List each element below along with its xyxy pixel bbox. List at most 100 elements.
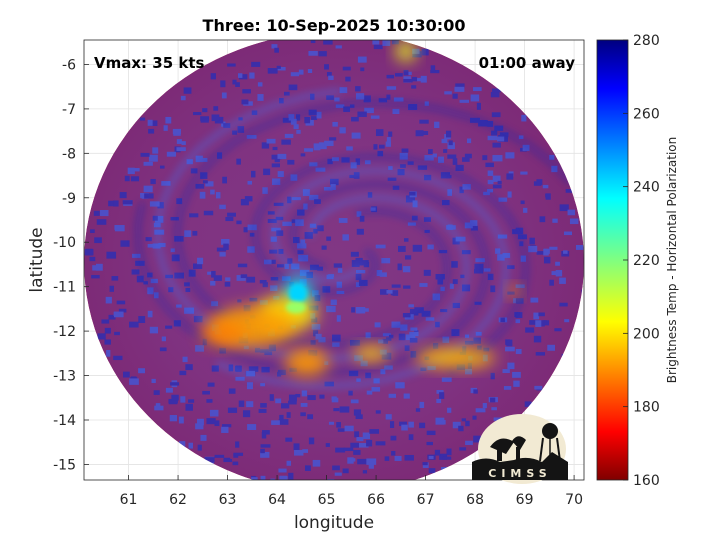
swath-pixel (148, 128, 155, 134)
swath-pixel (543, 256, 551, 264)
swath-pixel (391, 450, 396, 456)
swath-pixel (150, 278, 158, 284)
x-tick-label: 66 (367, 492, 385, 508)
swath-pixel (288, 400, 297, 405)
swath-pixel (555, 270, 563, 277)
swath-pixel (387, 177, 397, 181)
swath-pixel (329, 137, 337, 141)
swath-pixel (357, 111, 367, 117)
swath-pixel (492, 175, 501, 182)
swath-pixel (227, 63, 236, 67)
swath-pixel (492, 155, 503, 162)
swath-pixel (485, 162, 494, 168)
x-tick-label: 67 (417, 492, 435, 508)
swath-pixel (533, 312, 540, 320)
swath-pixel (332, 121, 338, 127)
swath-pixel (308, 50, 318, 56)
swath-pixel (529, 237, 535, 245)
swath-pixel (473, 87, 482, 92)
swath-pixel (394, 73, 403, 77)
swath-pixel (386, 74, 395, 79)
swath-pixel (549, 154, 555, 160)
swath-pixel (339, 406, 350, 413)
swath-pixel (405, 195, 416, 203)
swath-pixel (286, 412, 291, 418)
swath-pixel (158, 242, 166, 248)
x-tick-label: 68 (466, 492, 484, 508)
swath-pixel (419, 401, 425, 409)
swath-pixel (113, 355, 123, 361)
swath-pixel (184, 282, 190, 287)
swath-pixel (381, 257, 391, 264)
swath-pixel (492, 184, 502, 189)
swath-pixel (271, 259, 276, 264)
swath-pixel (297, 243, 307, 249)
swath-pixel (144, 193, 154, 199)
swath-pixel (364, 107, 374, 114)
microwave-swath-image (84, 40, 584, 480)
swath-pixel (502, 369, 510, 374)
swath-pixel (422, 131, 429, 135)
swath-pixel (260, 448, 265, 454)
swath-pixel (487, 170, 494, 176)
swath-pixel (422, 462, 429, 468)
convective-core (288, 283, 307, 304)
swath-pixel (525, 327, 535, 333)
swath-pixel (551, 271, 558, 276)
swath-pixel (106, 251, 117, 259)
swath-pixel (221, 92, 227, 99)
swath-pixel (490, 285, 496, 293)
swath-pixel (462, 184, 471, 190)
swath-pixel (325, 443, 330, 447)
swath-pixel (274, 158, 280, 163)
swath-pixel (350, 251, 359, 257)
swath-pixel (380, 289, 389, 295)
swath-pixel (238, 73, 243, 78)
swath-pixel (272, 146, 278, 151)
swath-pixel (97, 333, 106, 340)
y-tick-label: -13 (53, 369, 76, 385)
swath-pixel (295, 393, 301, 398)
swath-pixel (171, 254, 180, 262)
swath-pixel (487, 179, 494, 185)
swath-pixel (174, 272, 184, 279)
swath-pixel (104, 327, 111, 334)
swath-pixel (261, 432, 267, 439)
swath-pixel (195, 183, 205, 189)
swath-pixel (412, 244, 423, 252)
swath-pixel (246, 382, 253, 390)
swath-pixel (277, 66, 286, 71)
swath-pixel (515, 319, 521, 324)
swath-pixel (421, 48, 429, 56)
swath-pixel (314, 295, 321, 302)
swath-pixel (497, 234, 508, 239)
swath-pixel (447, 189, 453, 196)
swath-pixel (445, 130, 452, 138)
swath-pixel (247, 180, 253, 185)
swath-pixel (331, 396, 337, 401)
swath-pixel (439, 392, 445, 399)
swath-pixel (282, 221, 292, 227)
swath-pixel (176, 198, 183, 205)
swath-pixel (440, 172, 451, 179)
swath-pixel (304, 465, 311, 471)
colorbar-tick-label: 200 (633, 326, 660, 342)
swath-pixel (153, 390, 160, 395)
swath-pixel (154, 405, 164, 411)
swath-pixel (559, 302, 568, 307)
swath-pixel (403, 393, 410, 399)
swath-pixel (355, 414, 363, 420)
swath-pixel (151, 378, 156, 384)
swath-pixel (318, 142, 327, 150)
swath-pixel (438, 420, 446, 425)
swath-pixel (444, 91, 452, 95)
swath-pixel (296, 129, 301, 134)
swath-pixel (109, 285, 115, 292)
swath-pixel (277, 369, 286, 376)
swath-pixel (225, 277, 231, 282)
swath-pixel (89, 256, 96, 262)
swath-pixel (159, 347, 167, 352)
swath-pixel (223, 458, 233, 463)
swath-pixel (94, 237, 102, 244)
swath-pixel (91, 275, 100, 279)
